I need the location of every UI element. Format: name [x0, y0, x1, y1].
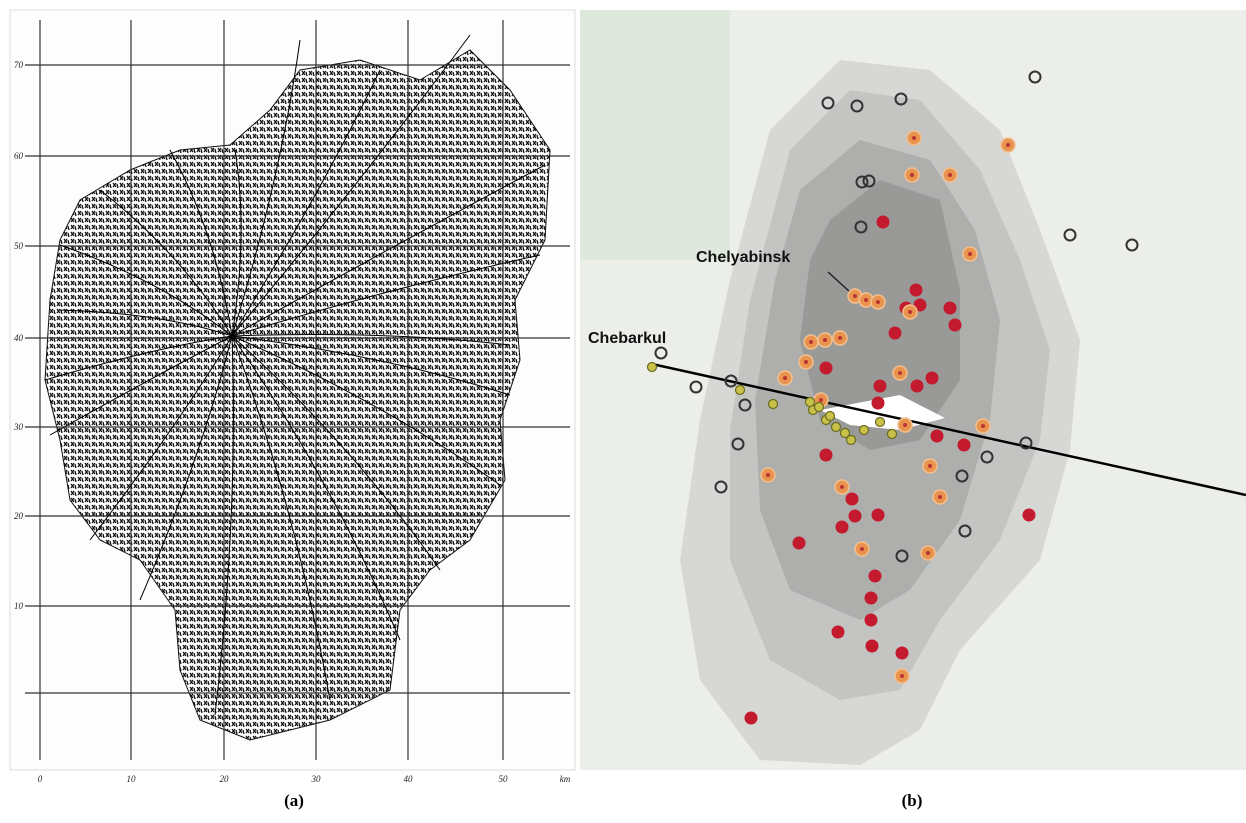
orange-core — [1006, 143, 1010, 147]
red-dot — [896, 647, 909, 660]
x-unit: km — [560, 774, 571, 784]
forest — [580, 10, 730, 260]
orange-core — [783, 376, 787, 380]
y-tick-label: 50 — [14, 241, 24, 251]
orange-core — [876, 300, 880, 304]
red-dot — [832, 626, 845, 639]
orange-core — [948, 173, 952, 177]
red-dot — [911, 380, 924, 393]
orange-core — [809, 340, 813, 344]
yellow-dot — [736, 386, 745, 395]
orange-core — [838, 336, 842, 340]
red-dot — [926, 372, 939, 385]
orange-core — [981, 424, 985, 428]
yellow-dot — [769, 400, 778, 409]
red-dot — [865, 592, 878, 605]
red-dot — [820, 449, 833, 462]
orange-core — [804, 360, 808, 364]
yellow-dot — [648, 363, 657, 372]
orange-core — [968, 252, 972, 256]
orange-core — [938, 495, 942, 499]
y-tick-label: 10 — [14, 601, 24, 611]
x-tick-label: 30 — [311, 774, 322, 784]
yellow-dot — [860, 426, 869, 435]
y-tick-label: 60 — [14, 151, 24, 161]
y-tick-label: 30 — [13, 422, 24, 432]
orange-core — [819, 398, 823, 402]
red-dot — [949, 319, 962, 332]
orange-core — [928, 464, 932, 468]
red-dot — [958, 439, 971, 452]
yellow-dot — [832, 423, 841, 432]
orange-core — [860, 547, 864, 551]
red-dot — [866, 640, 879, 653]
yellow-dot — [806, 398, 815, 407]
yellow-dot — [847, 436, 856, 445]
yellow-dot — [815, 403, 824, 412]
yellow-dot — [826, 412, 835, 421]
orange-core — [903, 423, 907, 427]
x-tick-label: 10 — [127, 774, 137, 784]
red-dot — [877, 216, 890, 229]
orange-core — [766, 473, 770, 477]
red-dot — [889, 327, 902, 340]
x-tick-label: 0 — [38, 774, 43, 784]
orange-core — [900, 674, 904, 678]
red-dot — [846, 493, 859, 506]
orange-core — [853, 294, 857, 298]
red-dot — [793, 537, 806, 550]
city-label: Chelyabinsk — [696, 249, 790, 266]
orange-core — [898, 371, 902, 375]
x-tick-label: 20 — [220, 774, 230, 784]
orange-core — [840, 485, 844, 489]
red-dot — [874, 380, 887, 393]
orange-core — [908, 310, 912, 314]
red-dot — [745, 712, 758, 725]
red-dot — [931, 430, 944, 443]
y-tick-label: 40 — [14, 333, 24, 343]
orange-core — [910, 173, 914, 177]
x-tick-label: 50 — [499, 774, 509, 784]
orange-core — [864, 298, 868, 302]
yellow-dot — [876, 418, 885, 427]
panel-a: 0 10 20 30 40 50 km 70 60 50 40 30 20 10 — [10, 10, 575, 784]
red-dot — [869, 570, 882, 583]
figure: 0 10 20 30 40 50 km 70 60 50 40 30 20 10 Chelyabinsk … — [0, 0, 1246, 823]
red-dot — [1023, 509, 1036, 522]
red-dot — [944, 302, 957, 315]
y-tick-label: 70 — [14, 60, 24, 70]
red-dot — [836, 521, 849, 534]
orange-core — [823, 338, 827, 342]
red-dot — [865, 614, 878, 627]
x-tick-label: 40 — [404, 774, 414, 784]
caption: (b) — [902, 791, 923, 810]
panel-b: Chelyabinsk Chebarkul — [580, 10, 1246, 770]
caption: (a) — [284, 791, 304, 810]
red-dot — [872, 509, 885, 522]
red-dot — [910, 284, 923, 297]
city-label: Chebarkul — [588, 330, 666, 347]
y-tick-label: 20 — [14, 511, 24, 521]
orange-core — [912, 136, 916, 140]
red-dot — [820, 362, 833, 375]
yellow-dot — [888, 430, 897, 439]
orange-core — [926, 551, 930, 555]
red-dot — [872, 397, 885, 410]
red-dot — [849, 510, 862, 523]
